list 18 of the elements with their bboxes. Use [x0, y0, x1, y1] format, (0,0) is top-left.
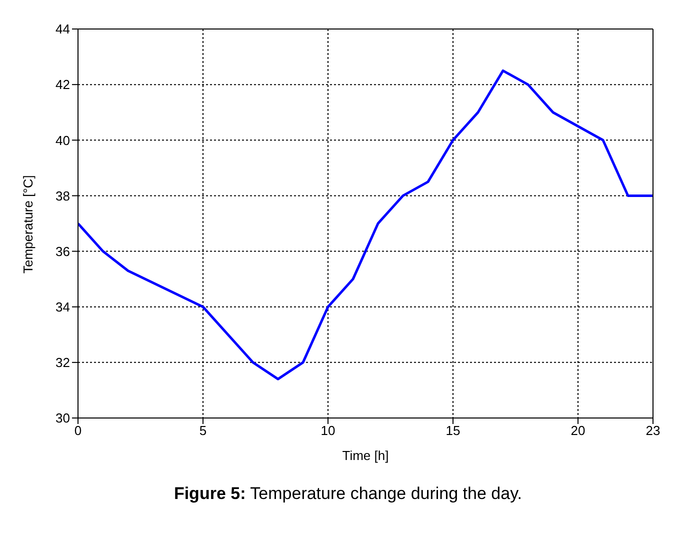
y-axis-title: Temperature [°C] — [20, 175, 36, 274]
x-axis-title: Time [h] — [342, 448, 389, 463]
y-tick-label: 30 — [56, 410, 70, 426]
x-tick-label: 5 — [199, 423, 207, 438]
y-tick-label: 42 — [56, 77, 70, 92]
y-tick-label: 36 — [56, 244, 70, 259]
y-tick-label: 38 — [56, 188, 70, 204]
y-tick-label: 32 — [56, 355, 70, 370]
y-tick-label: 34 — [56, 299, 70, 314]
caption: Figure 5: Temperature change during the day. — [172, 484, 524, 504]
x-tick-label: 20 — [570, 423, 586, 438]
x-tick-label: 15 — [446, 423, 460, 438]
y-tick-label: 40 — [56, 132, 70, 148]
x-tick-label: 10 — [320, 423, 336, 438]
x-tick-label: 23 — [646, 423, 660, 438]
y-tick-label: 44 — [56, 22, 70, 37]
x-tick-label: 0 — [74, 423, 82, 438]
line-series — [78, 69, 653, 380]
